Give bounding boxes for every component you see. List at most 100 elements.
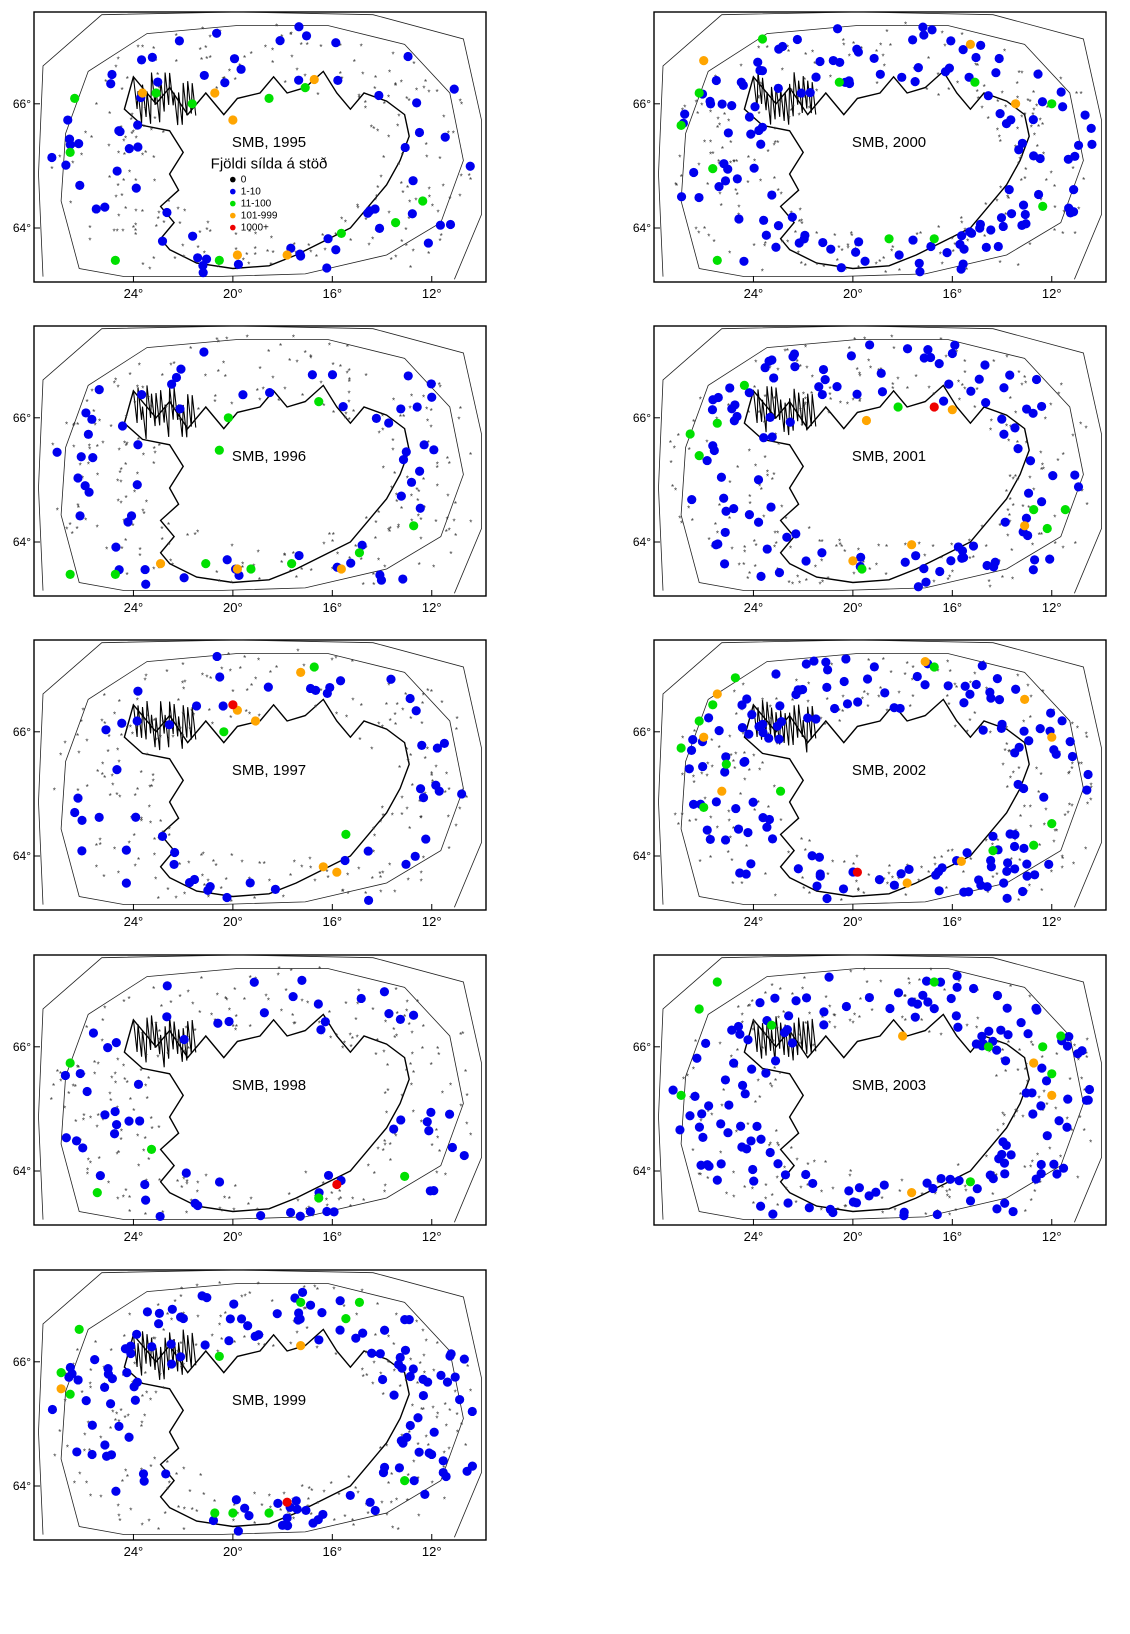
station-dot-1-10: [994, 1154, 1004, 1164]
station-marker: *: [145, 751, 148, 760]
station-dot-1-10: [412, 98, 422, 108]
station-dot-1-10: [161, 1469, 171, 1479]
station-marker: *: [806, 1182, 809, 1191]
station-marker: *: [1039, 196, 1042, 205]
station-marker: *: [728, 817, 731, 826]
station-marker: *: [900, 1177, 903, 1186]
station-dot-1-10: [701, 1038, 711, 1048]
station-marker: *: [1075, 90, 1078, 99]
station-marker: *: [857, 264, 860, 273]
station-marker: *: [425, 1434, 428, 1443]
station-marker: *: [416, 1441, 419, 1450]
station-marker: *: [172, 734, 175, 743]
station-marker: *: [728, 515, 731, 524]
station-dot-1-10: [110, 1106, 120, 1117]
station-dot-1-10: [384, 1009, 394, 1019]
station-marker: *: [85, 1479, 88, 1488]
station-marker: *: [183, 1049, 186, 1058]
station-marker: *: [307, 242, 310, 251]
station-marker: *: [1077, 206, 1080, 215]
station-dot-11-100: [92, 1188, 102, 1198]
station-dot-1-10: [922, 1178, 932, 1188]
station-dot-1-10: [356, 993, 366, 1004]
station-marker: *: [148, 266, 151, 275]
station-marker: *: [918, 541, 921, 550]
station-marker: *: [842, 37, 845, 46]
station-dot-11-100: [694, 451, 704, 461]
station-dot-1-10: [88, 1028, 99, 1038]
station-dot-11-100: [1038, 201, 1048, 211]
station-marker: *: [103, 720, 106, 729]
station-marker: *: [804, 51, 807, 60]
station-marker: *: [117, 870, 120, 879]
station-dot-1-10: [876, 368, 886, 378]
station-dot-1-10: [754, 125, 764, 136]
station-marker: *: [134, 177, 137, 186]
station-marker: *: [447, 1446, 450, 1455]
station-dot-1-10: [338, 401, 348, 412]
station-marker: *: [411, 782, 414, 791]
station-marker: *: [235, 1023, 238, 1032]
station-marker: *: [1061, 855, 1064, 864]
station-marker: *: [313, 878, 316, 887]
station-marker: *: [1004, 747, 1007, 756]
station-marker: *: [337, 1491, 340, 1500]
station-marker: *: [434, 518, 437, 527]
station-dot-1-10: [126, 1341, 136, 1351]
station-marker: *: [1020, 114, 1023, 123]
station-marker: *: [129, 1506, 132, 1515]
station-marker: *: [822, 263, 825, 272]
station-marker: *: [1070, 803, 1073, 812]
station-marker: *: [330, 1190, 333, 1199]
station-marker: *: [998, 133, 1001, 142]
station-marker: *: [315, 253, 318, 262]
station-marker: *: [440, 232, 443, 241]
station-marker: *: [721, 145, 724, 154]
station-marker: *: [1032, 106, 1035, 115]
y-tick-label: 66°: [633, 725, 651, 739]
station-marker: *: [124, 494, 127, 503]
station-marker: *: [122, 1372, 125, 1381]
station-dot-11-100: [970, 77, 980, 87]
station-marker: *: [145, 1053, 148, 1062]
station-marker: *: [868, 566, 871, 575]
station-marker: *: [932, 391, 935, 400]
station-marker: *: [1035, 102, 1038, 111]
station-dot-1-10: [785, 417, 795, 427]
station-marker: *: [332, 531, 335, 540]
station-dot-11-100: [694, 716, 704, 726]
station-marker: *: [157, 1526, 160, 1535]
station-marker: *: [857, 886, 860, 895]
station-marker: *: [841, 693, 844, 702]
station-dot-1-10: [921, 976, 932, 986]
station-marker: *: [950, 542, 953, 551]
station-marker: *: [785, 1186, 788, 1195]
station-marker: *: [401, 151, 404, 160]
station-marker: *: [732, 158, 735, 167]
station-marker: *: [963, 386, 966, 395]
station-dot-1000+: [852, 867, 863, 877]
station-dot-1-10: [345, 1490, 355, 1501]
station-marker: *: [126, 1079, 129, 1088]
station-marker: *: [671, 483, 674, 492]
station-dot-11-100: [214, 445, 224, 455]
station-marker: *: [388, 69, 391, 78]
station-dot-1-10: [779, 1028, 790, 1038]
station-dot-1-10: [1070, 470, 1080, 480]
station-marker: *: [996, 1127, 999, 1136]
station-dot-1-10: [814, 382, 824, 392]
station-marker: *: [406, 805, 409, 814]
station-marker: *: [1072, 860, 1075, 869]
station-marker: *: [99, 841, 102, 850]
station-dot-1-10: [739, 757, 749, 767]
station-marker: *: [436, 482, 439, 491]
station-dot-1-10: [723, 1128, 733, 1138]
station-dot-1-10: [758, 727, 768, 738]
station-marker: *: [436, 1045, 439, 1054]
station-dot-1-10: [704, 1101, 714, 1111]
station-marker: *: [427, 250, 430, 259]
station-marker: *: [250, 682, 253, 691]
station-marker: *: [844, 1203, 847, 1212]
station-marker: *: [382, 1391, 385, 1400]
station-marker: *: [904, 993, 907, 1002]
